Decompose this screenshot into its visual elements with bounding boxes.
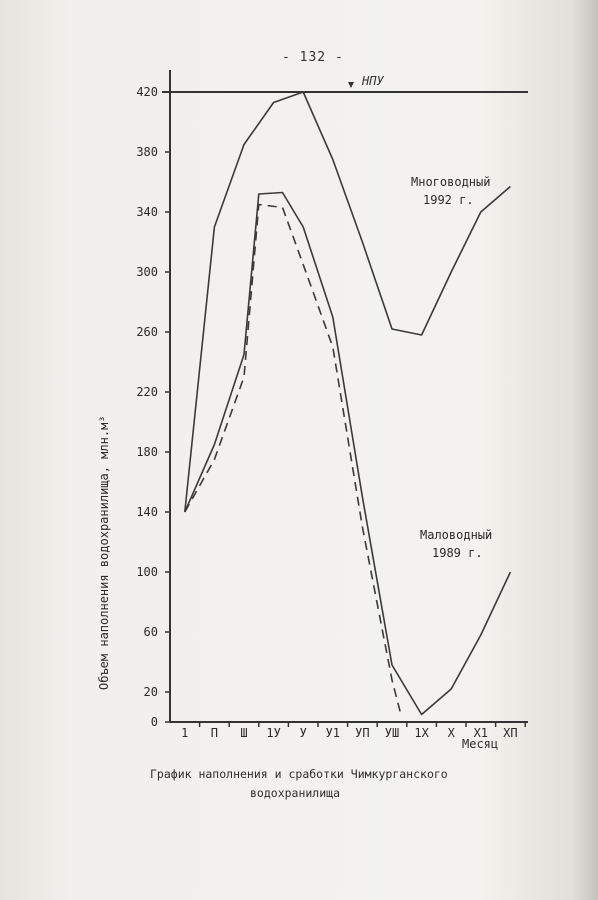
x-tick-label: 1Х [414,726,429,740]
series-line-0 [184,91,511,513]
x-ticks: 1 П Ш 1У У У1 УП УШ 1Х Х Х1 ХП [181,722,526,740]
y-tick-label: 180 [136,445,158,459]
y-tick-label: 20 [144,685,158,699]
series-label-dry: Маловодный 1989 г. [420,528,492,560]
series-label-dry-line1: Маловодный [420,528,492,542]
y-tick-label: 340 [136,205,158,219]
x-axis-label: Месяц [462,737,498,751]
x-tick-label: 1 [181,726,188,740]
caption-line-2: водохранилища [250,786,341,800]
y-tick-label: 100 [136,565,158,579]
page-binding-shadow [572,0,598,900]
x-tick-label: УШ [385,726,399,740]
caption-line-1: График наполнения и сработки Чимкурганск… [150,767,448,781]
series-line-1 [184,191,512,716]
figure-caption: График наполнения и сработки Чимкурганск… [150,765,550,803]
y-tick-label: 420 [136,85,158,99]
y-tick-label: 300 [136,265,158,279]
npu-label: НПУ [361,74,384,88]
y-tick-label: 60 [144,625,158,639]
x-tick-label: П [211,726,218,740]
y-ticks: 0 20 60 100 140 180 220 260 300 340 380 420 [136,85,170,729]
series-lines [184,91,512,716]
npu-reference-group: НПУ [162,74,528,93]
series-label-wet: Многоводный 1992 г. [411,175,490,207]
x-tick-label: 1У [266,726,280,740]
x-tick-label: УП [355,726,369,740]
x-tick-label: У1 [326,726,340,740]
series-line-2 [184,203,402,715]
npu-marker-icon [348,82,354,88]
series-label-dry-line2: 1989 г. [432,546,483,560]
y-tick-label: 0 [151,715,158,729]
x-tick-label: Х1 [474,726,488,740]
y-tick-label: 260 [136,325,158,339]
y-tick-label: 220 [136,385,158,399]
series-label-wet-line2: 1992 г. [423,193,474,207]
series-label-wet-line1: Многоводный [411,175,490,189]
page-number: - 132 - [282,50,344,65]
y-tick-label: 140 [136,505,158,519]
y-tick-label: 380 [136,145,158,159]
y-axis-label: Объем наполнения водохранилища, млн.м³ [97,415,111,690]
x-tick-label: ХП [503,726,517,740]
x-tick-label: Х [448,726,456,740]
x-tick-label: У [300,726,307,740]
x-tick-label: Ш [240,726,247,740]
